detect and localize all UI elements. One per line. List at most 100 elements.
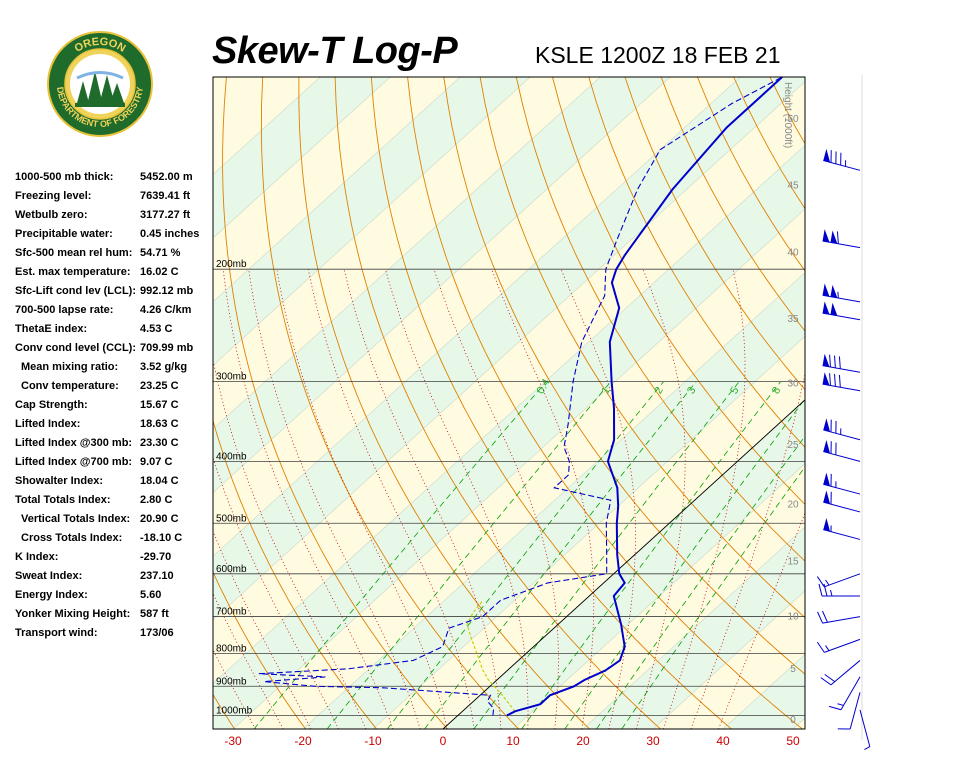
chart-title: Skew-T Log-P (212, 30, 458, 72)
index-label: Conv cond level (CCL): (15, 342, 137, 354)
mixing-ratio-line (596, 435, 805, 729)
dry-adiabat (879, 77, 960, 729)
index-row: Lifted Index @700 mb: 9.07 C (15, 453, 215, 472)
parcel-trace (466, 599, 516, 712)
dry-adiabat (915, 77, 960, 729)
wind-barb-staff (830, 660, 861, 686)
wind-barb-feather (836, 231, 839, 244)
index-value: 5452.00 m (140, 171, 193, 183)
index-value: 9.07 C (140, 456, 173, 468)
wind-barb-staff (823, 451, 861, 462)
wind-barb-staff (823, 483, 861, 495)
wind-barb (828, 676, 861, 711)
wind-barb-pennant (830, 284, 838, 298)
temperature-trace (506, 77, 783, 717)
mixing-ratio-line (521, 381, 782, 729)
height-tick-label: 15 (787, 556, 799, 567)
index-value: 23.30 C (140, 437, 179, 449)
dry-adiabat (370, 77, 732, 729)
index-label: Lifted Index @700 mb: (15, 456, 133, 468)
isotherm-line (213, 77, 741, 557)
index-value: 237.10 (140, 570, 174, 582)
index-row: Mean mixing ratio: 3.52 g/kg (15, 358, 215, 377)
temperature-tick-label: 0 (440, 734, 447, 748)
isotherm-line (213, 144, 805, 684)
index-value: 3.52 g/kg (140, 361, 188, 373)
index-row: Cross Totals Index: -18.10 C (15, 529, 215, 548)
wind-barb-staff (822, 240, 861, 249)
moist-adiabat (663, 269, 746, 729)
index-label: Conv temperature: (21, 380, 119, 392)
temperature-tick-label: 40 (716, 734, 730, 748)
index-row: Cap Strength: 15.67 C (15, 396, 215, 415)
height-axis-label: Height (1000ft) (782, 82, 793, 148)
isobar-label: 800mb (216, 644, 247, 655)
moist-adiabat (690, 371, 805, 729)
index-row: K Index: -29.70 (15, 548, 215, 567)
wind-barb-feather (824, 673, 836, 683)
svg-text:OREGON: OREGON (73, 36, 128, 55)
wind-barb (822, 353, 861, 373)
isotherm-line (213, 77, 461, 303)
dry-adiabat (443, 77, 805, 675)
index-row: Wetbulb zero: 3177.27 ft (15, 206, 215, 225)
moist-adiabat (213, 456, 339, 729)
index-label: Freezing level: (15, 190, 92, 202)
isotherm-line (213, 77, 391, 239)
isobar-label: 600mb (216, 564, 247, 575)
mixing-ratio-label: 8 (770, 385, 783, 396)
index-value: 709.99 mb (140, 342, 194, 354)
index-label: Cross Totals Index: (21, 532, 123, 544)
wind-barb-half-feather (825, 645, 830, 651)
index-row: Conv cond level (CCL): 709.99 mb (15, 339, 215, 358)
height-tick-label: 25 (787, 440, 799, 451)
mixing-ratio-line (424, 381, 697, 729)
wind-barb-half-feather (837, 703, 844, 706)
wind-barb (859, 709, 871, 751)
moist-adiabat (213, 649, 256, 729)
wind-barb-feather (816, 576, 825, 588)
index-value: 18.04 C (140, 475, 179, 487)
index-label: Vertical Totals Index: (21, 513, 131, 525)
index-row: Showalter Index: 18.04 C (15, 472, 215, 491)
wind-barb-pennant (823, 490, 831, 504)
wind-barb-staff (822, 383, 861, 392)
isotherm-line (652, 590, 805, 729)
wind-barb-column (816, 75, 871, 751)
index-row: Transport wind: 173/06 (15, 624, 215, 643)
moist-adiabat (560, 269, 636, 729)
dry-adiabat (213, 571, 306, 729)
logo-text-top: OREGON (73, 36, 128, 55)
wind-barb-pennant (823, 148, 831, 163)
index-row: Yonker Mixing Height: 587 ft (15, 605, 215, 624)
index-value: 7639.41 ft (140, 190, 191, 202)
index-row: 1000-500 mb thick: 5452.00 m (15, 168, 215, 187)
height-tick-label: 45 (787, 181, 799, 192)
isotherm-line (302, 272, 805, 729)
wind-barb-pennant (823, 518, 831, 532)
index-label: Sfc-500 mean rel hum: (15, 247, 133, 259)
index-value: 18.63 C (140, 418, 179, 430)
mixing-ratio-line (621, 466, 805, 729)
dry-adiabat (806, 77, 960, 729)
wind-barb-feather (829, 354, 831, 368)
wind-barb-feather (816, 641, 825, 653)
index-row: Lifted Index: 18.63 C (15, 415, 215, 434)
index-value: 0.45 inches (140, 228, 200, 240)
wind-barb-staff (822, 616, 861, 624)
isotherm-band (213, 145, 805, 729)
plot-area: 0.4 1 2 3 5 8 (213, 77, 960, 729)
dry-adiabat (298, 77, 590, 729)
height-tick-label: 35 (787, 314, 799, 325)
wind-barb-pennant (822, 229, 830, 243)
wind-barb (816, 573, 861, 588)
temperature-tick-label: -30 (224, 734, 242, 748)
isotherm-line (213, 77, 601, 430)
index-value: 5.60 (140, 589, 162, 601)
wind-barb-pennant (823, 472, 831, 487)
moist-adiabat (213, 592, 284, 729)
isotherm-line (792, 717, 805, 729)
index-label: Sweat Index: (15, 570, 83, 582)
index-row: Vertical Totals Index: 20.90 C (15, 510, 215, 529)
